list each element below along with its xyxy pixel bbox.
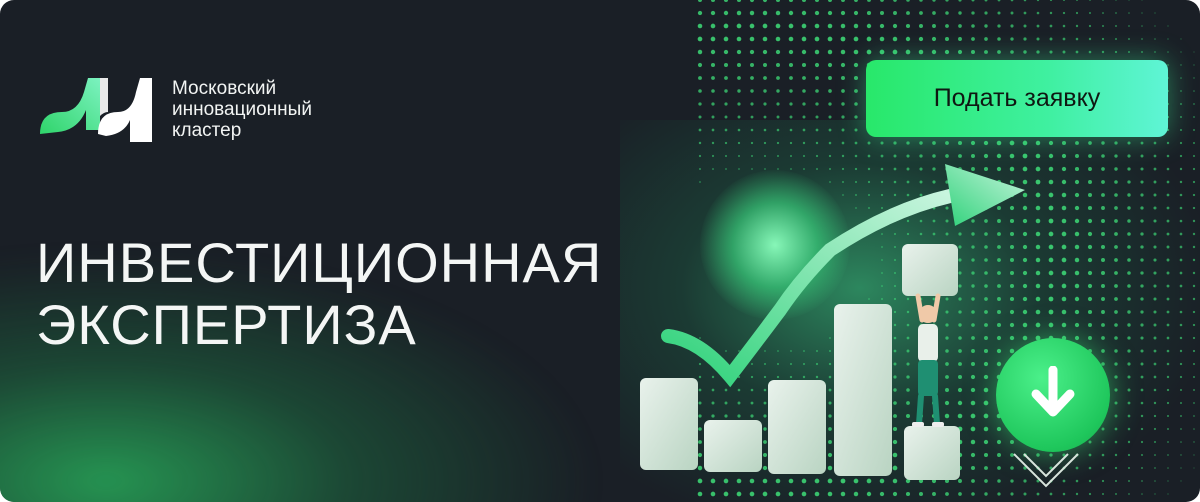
page-title: ИНВЕСТИЦИОННАЯ ЭКСПЕРТИЗА bbox=[36, 232, 602, 356]
person-lifting-block-icon bbox=[912, 293, 944, 427]
apply-button[interactable]: Подать заявку bbox=[866, 60, 1168, 137]
arrow-down-icon bbox=[1031, 366, 1075, 417]
trend-arrow-icon bbox=[661, 164, 1025, 388]
growth-chart-illustration bbox=[640, 164, 1025, 480]
logo-text-line-2: инновационный bbox=[172, 99, 312, 120]
scroll-down-button[interactable] bbox=[996, 338, 1110, 452]
background-glow-core bbox=[700, 170, 850, 320]
mik-logo-icon bbox=[40, 78, 152, 142]
chart-blocks bbox=[640, 244, 960, 480]
title-line-1: ИНВЕСТИЦИОННАЯ bbox=[36, 231, 603, 294]
logo-text: Московский инновационный кластер bbox=[172, 78, 312, 141]
background-glow-left bbox=[0, 250, 600, 502]
chevron-down-icon bbox=[1013, 453, 1079, 488]
title-line-2: ЭКСПЕРТИЗА bbox=[36, 293, 417, 356]
logo-text-line-3: кластер bbox=[172, 120, 242, 141]
logo-text-line-1: Московский bbox=[172, 78, 277, 99]
